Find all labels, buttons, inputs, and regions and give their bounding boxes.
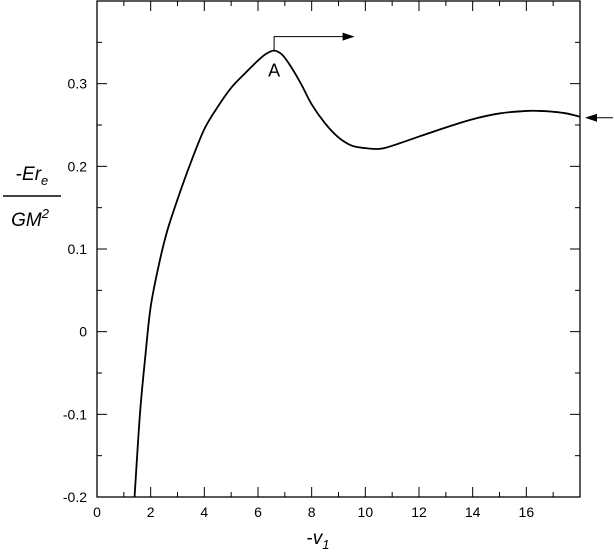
y-axis-label-numerator: -Ere bbox=[16, 164, 49, 188]
y-tick-label: 0.1 bbox=[68, 241, 88, 257]
x-tick-label: 12 bbox=[411, 504, 427, 520]
x-axis-label: -v1 bbox=[306, 528, 329, 552]
peak-arrow-head bbox=[342, 32, 355, 41]
peak-label: A bbox=[268, 61, 280, 81]
y-tick-label: 0 bbox=[79, 324, 87, 340]
y-axis-label-denominator: GM2 bbox=[11, 206, 50, 231]
x-tick-label: 6 bbox=[254, 504, 262, 520]
x-tick-label: 14 bbox=[465, 504, 481, 520]
x-tick-label: 0 bbox=[93, 504, 101, 520]
x-tick-label: 10 bbox=[358, 504, 374, 520]
y-tick-label: -0.1 bbox=[63, 406, 87, 422]
x-tick-label: 2 bbox=[147, 504, 155, 520]
y-tick-label: 0.2 bbox=[68, 158, 88, 174]
x-tick-label: 4 bbox=[200, 504, 208, 520]
x-tick-label: 16 bbox=[519, 504, 535, 520]
peak-arrow-line bbox=[273, 36, 345, 51]
y-axis-label: -Ere GM2 bbox=[3, 164, 61, 231]
series-line bbox=[133, 49, 581, 498]
edge-arrow-head bbox=[585, 113, 597, 122]
y-tick-label: -0.2 bbox=[63, 489, 87, 505]
x-tick-label: 8 bbox=[308, 504, 316, 520]
y-tick-label: 0.3 bbox=[68, 76, 88, 92]
plot-frame bbox=[96, 0, 581, 498]
